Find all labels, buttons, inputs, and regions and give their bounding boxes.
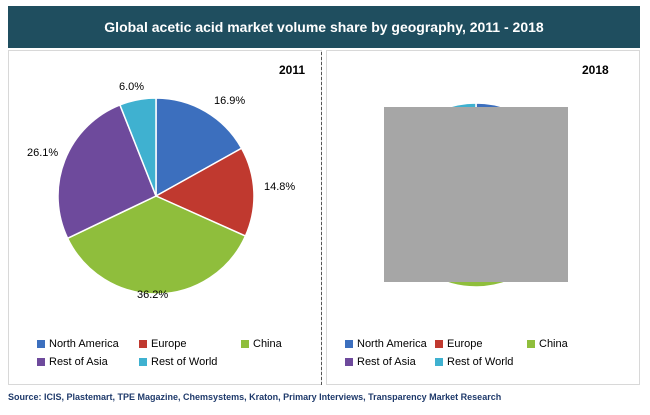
legend-item-rest-of-world: Rest of World [139,356,217,368]
legend-item-china: China [241,338,282,350]
legend-label: Rest of Asia [357,356,416,368]
pie-slice-europe [154,147,255,238]
panel-divider [321,52,322,385]
slice-label-china: 36.2% [137,289,169,301]
legend-swatch [345,358,353,366]
legend-label: China [253,338,282,350]
legend-label: Europe [151,338,187,350]
year-label-2018: 2018 [582,63,609,77]
legend-label: Rest of Asia [49,356,108,368]
legend-swatch [435,340,443,348]
legend-swatch [435,358,443,366]
legend-swatch [139,340,147,348]
chart-title: Global acetic acid market volume share b… [8,6,640,48]
legend-label: Rest of World [447,356,514,368]
legend-item-north-america: North America [345,338,427,350]
legend-swatch [241,340,249,348]
source-note: Source: ICIS, Plastemart, TPE Magazine, … [8,392,502,402]
legend-swatch [37,340,45,348]
slice-label-rest-of-asia: 26.1% [27,147,59,159]
legend-label: China [539,338,568,350]
pie-slice-rest-of-asia [57,103,157,240]
pie-chart-2011 [57,97,255,295]
legend-swatch [345,340,353,348]
legend-swatch [139,358,147,366]
obscuring-overlay [384,107,568,282]
pie-panel-2011: 2011 16.9% 14.8% 36.2% 26.1% 6.0% North … [8,50,322,385]
year-label-2011: 2011 [279,63,306,77]
legend-item-china: China [527,338,568,350]
legend-label: Europe [447,338,483,350]
legend-label: Rest of World [151,356,218,368]
legend-item-north-america: North America [37,338,119,350]
legend-swatch [37,358,45,366]
legend-item-rest-of-world: Rest of World [435,356,513,368]
legend-item-rest-of-asia: Rest of Asia [37,356,108,368]
legend-label: North America [49,338,119,350]
legend-item-europe: Europe [139,338,186,350]
slice-label-north-america: 16.9% [214,95,246,107]
legend-swatch [527,340,535,348]
legend-label: North America [357,338,427,350]
pie-slice-rest-of-world [118,97,157,197]
pie-slice-china [66,195,247,295]
legend-item-rest-of-asia: Rest of Asia [345,356,416,368]
pie-slice-north-america [155,97,243,198]
legend-item-europe: Europe [435,338,482,350]
pie-panel-2018: 2018 North America Europe China Rest of … [326,50,640,385]
slice-label-rest-of-world: 6.0% [119,81,145,93]
slice-label-europe: 14.8% [264,181,296,193]
